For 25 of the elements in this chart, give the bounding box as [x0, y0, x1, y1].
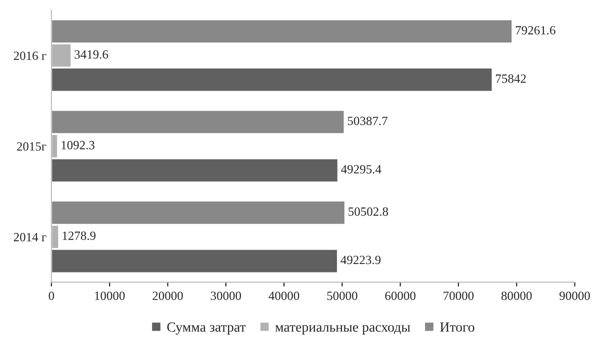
legend-label: материальные расходы — [275, 325, 410, 335]
data-label: 1092.3 — [62, 140, 94, 150]
x-tick-label: 80000 — [501, 292, 532, 300]
data-label: 49295.4 — [341, 165, 382, 174]
legend-label: Итого — [440, 322, 474, 332]
x-tick-label: 60000 — [385, 292, 416, 300]
x-tick-label: 0 — [48, 292, 54, 300]
data-label: 75842 — [496, 74, 526, 83]
y-tick-label: 2015г — [16, 142, 46, 151]
x-tick-label: 90000 — [560, 292, 590, 300]
data-label: 50387.7 — [348, 116, 388, 126]
x-tick-label: 40000 — [268, 292, 300, 300]
y-tick-label: 2014 г — [14, 232, 46, 242]
x-tick-label: 10000 — [95, 292, 125, 300]
data-label: 79261.6 — [516, 26, 556, 35]
x-tick-label: 20000 — [152, 292, 183, 300]
data-label: 1278.9 — [62, 232, 96, 240]
data-label: 50502.8 — [348, 207, 388, 216]
data-label: 49223.9 — [340, 256, 381, 264]
x-tick-label: 70000 — [444, 292, 474, 300]
data-label: 3419.6 — [74, 50, 108, 59]
x-tick-label: 50000 — [327, 292, 358, 300]
x-tick-label: 30000 — [210, 292, 242, 300]
legend-label: Сумма затрат — [167, 322, 246, 335]
y-tick-label: 2016 г — [14, 52, 46, 60]
